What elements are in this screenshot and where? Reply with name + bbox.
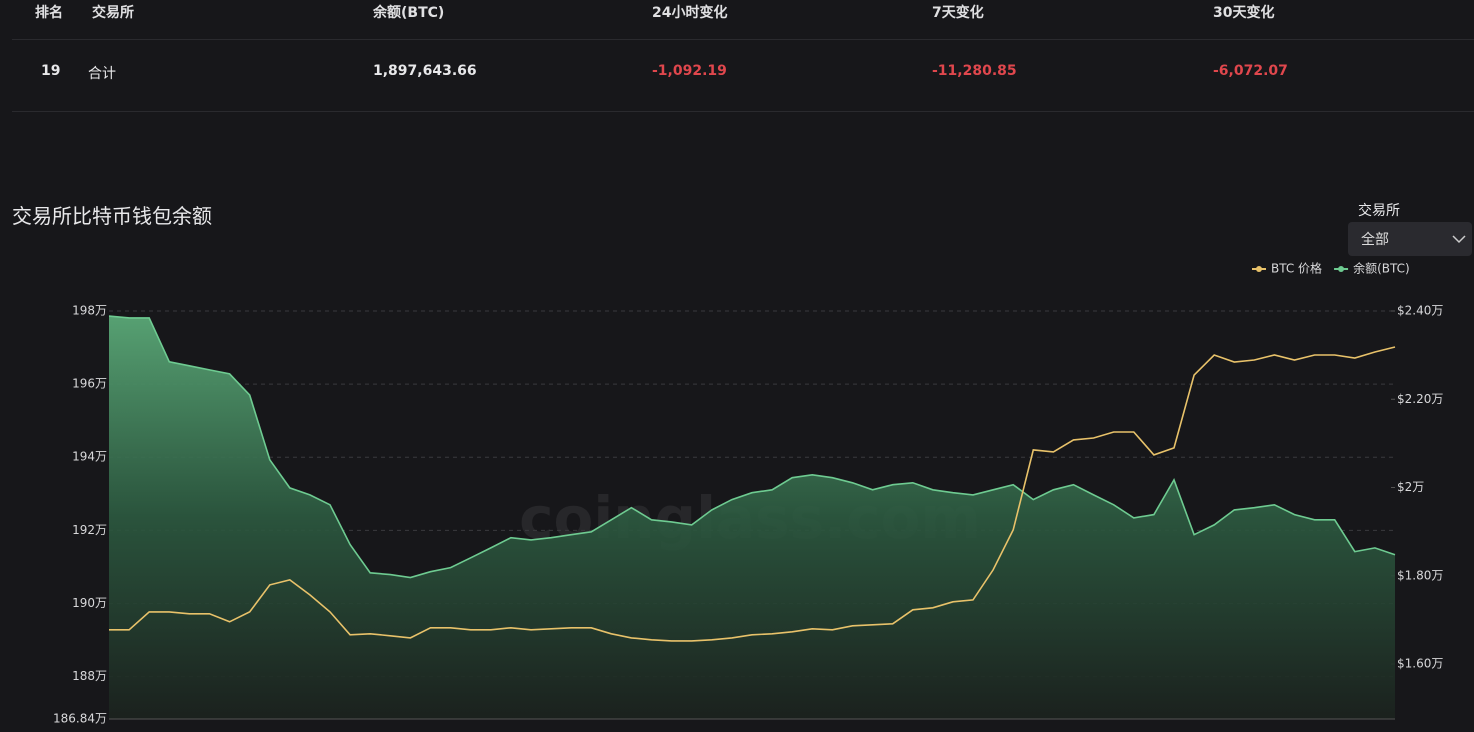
legend-dot: [1256, 266, 1262, 272]
cell: 合计: [88, 66, 116, 82]
y2-tick-label: $1.80万: [1397, 568, 1443, 582]
header-cell: 7天变化: [932, 5, 984, 21]
y2-tick-label: $2万: [1397, 480, 1424, 494]
y-tick-label: 196万: [72, 377, 107, 391]
cell: -1,092.19: [652, 63, 727, 79]
filter-label: 交易所: [1358, 203, 1400, 219]
y-tick-label: 192万: [72, 523, 107, 537]
header-cell: 交易所: [92, 5, 134, 21]
y-tick-label: 190万: [72, 596, 107, 610]
header-cell: 24小时变化: [652, 5, 728, 21]
y-tick-label: 194万: [72, 450, 107, 464]
y2-tick-label: $1.60万: [1397, 657, 1443, 671]
area: [109, 316, 1395, 719]
cell: 1,897,643.66: [373, 63, 477, 79]
y2-tick-label: $2.20万: [1397, 392, 1443, 406]
exchange-select[interactable]: 全部: [1348, 222, 1472, 256]
cell: -11,280.85: [932, 63, 1017, 79]
cell: 19: [41, 63, 61, 79]
chart-title: 交易所比特币钱包余额: [12, 204, 212, 228]
divider: [12, 111, 1474, 112]
cell: -6,072.07: [1213, 63, 1288, 79]
y-tick-label: 188万: [72, 669, 107, 683]
series-line: [109, 346, 1396, 642]
y2-tick-label: $2.40万: [1397, 304, 1443, 318]
y-tick-label: 198万: [72, 304, 107, 318]
select-value[interactable]: 全部: [1361, 232, 1389, 248]
header-cell: 30天变化: [1213, 5, 1275, 21]
series-line: [108, 315, 1396, 579]
header-cell: 排名: [35, 5, 63, 21]
header-cell: 余额(BTC): [373, 5, 445, 21]
watermark: coinglass.com: [519, 484, 981, 552]
legend-label: BTC 价格: [1271, 261, 1322, 276]
legend-dot: [1338, 266, 1345, 272]
divider: [12, 39, 1474, 40]
y-tick-label: 186.84万: [53, 712, 107, 726]
chevron[interactable]: [1452, 235, 1466, 245]
legend-label: 余额(BTC): [1353, 261, 1410, 276]
